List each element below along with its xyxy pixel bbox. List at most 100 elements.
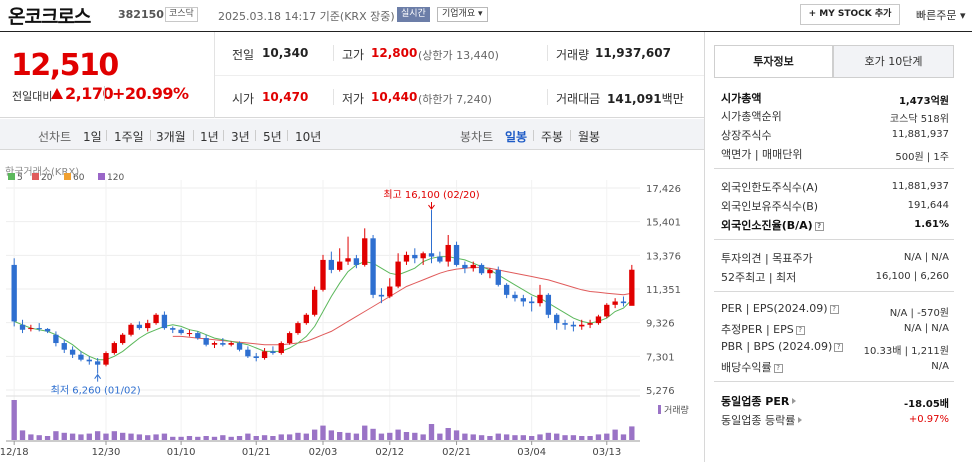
volume-bar [53,431,59,440]
tab-1week[interactable]: 1주일 [114,130,144,144]
volume-bar [362,425,368,440]
candle-body [437,256,443,262]
tab-divider [287,130,288,141]
legend-label: 120 [107,173,125,183]
candle-body [462,264,468,269]
volume-bar [620,434,627,440]
candle-body [44,328,51,332]
tab-3month[interactable]: 3개월 [156,130,186,144]
tab-10year[interactable]: 10년 [295,130,322,144]
volume-bar [579,436,585,440]
market-cap-rank-value: 코스닥 518위 [889,114,949,125]
tab-invest-info[interactable]: 투자정보 [714,45,833,78]
industry-change-text: 동일업종 등락률 [721,414,796,427]
volume-bar [195,436,201,440]
help-icon[interactable]: ? [773,364,783,373]
help-icon[interactable]: ? [834,343,844,352]
volume-bar [554,433,560,440]
chart-annotations: 최고 16,100 (02/20) 최저 6,260 (01/02) [51,189,480,397]
candle-body [562,323,568,325]
candle-body [86,359,92,362]
volume-bar [153,434,159,440]
tab-1year[interactable]: 1년 [200,130,219,144]
volume-bar [487,436,493,440]
foreign-ratio-value: 1.61% [914,219,949,230]
legend-label: 20 [41,173,53,183]
pbr-text: PBR | BPS (2024.09) [721,340,833,353]
volume-bar [403,432,410,440]
tab-order-book[interactable]: 호가 10단계 [833,45,954,78]
candle-body [495,269,501,285]
section-divider [714,239,954,240]
pbr-value: 10.33배 | 1,211원 [863,346,949,357]
est-per-text: 추정PER | EPS [721,323,794,336]
foreign-ratio-text: 외국인소진율(B/A) [721,219,813,232]
volume-bar [78,434,84,440]
candle-body [362,238,368,265]
volume-bar [178,436,184,440]
candle-body [203,338,209,345]
tab-5year[interactable]: 5년 [263,130,282,144]
high-annot-arrowhead [428,204,435,210]
candle-body [320,259,326,290]
candle-body [303,314,309,324]
foreign-holding-value: 191,644 [907,200,949,211]
volume-label: 거래량 [556,48,590,62]
market-cap-value: 1,473억원 [898,96,949,107]
tab-monthly[interactable]: 월봉 [578,130,601,144]
candle-body [478,264,485,274]
per-text: PER | EPS(2024.09) [721,302,828,315]
chevron-right-icon[interactable] [798,417,803,423]
section-divider [714,291,954,292]
volume-bar [303,433,309,440]
x-tick-label: 01/10 [167,447,196,458]
tab-divider [570,130,571,141]
tab-divider [533,130,534,141]
volume-bar [136,434,143,440]
legend-ma60: 60 [64,173,84,183]
tab-1day[interactable]: 1일 [83,130,102,144]
candle-body [620,301,627,304]
volume-bar [211,436,218,440]
tab-daily[interactable]: 일봉 [505,130,528,144]
foreign-holding-label: 외국인보유주식수(B) [721,200,819,213]
candle-body [412,254,418,259]
tab-divider [255,130,256,141]
quick-order-button[interactable]: 빠른주문 ▾ [916,7,966,23]
realtime-button[interactable]: 실시간 [397,7,430,22]
volume-label: 거래량 [664,404,689,416]
tab-weekly[interactable]: 주봉 [541,130,564,144]
y-tick-label: 15,401 [646,218,681,229]
section-divider [714,168,954,169]
volume-bar [161,433,168,440]
industry-per-label: 동일업종 PER [721,393,797,409]
x-tick-label: 02/03 [309,447,338,458]
help-icon[interactable]: ? [814,222,824,231]
candle-body [78,354,84,360]
add-mystock-button[interactable]: + MY STOCK 추가 [800,4,900,25]
candle-body [245,349,251,357]
volume-bar [428,424,435,440]
opinion-value: N/A | N/A [903,252,949,263]
moving-average-lines [14,256,633,361]
volume-bar [245,433,251,440]
upper-limit: (상한가 13,440) [418,49,499,62]
help-icon[interactable]: ? [795,326,805,335]
candle-body [36,328,42,330]
volume-bar [437,433,443,440]
company-overview-button[interactable]: 기업개요 ▾ [437,7,488,22]
legend-swatch [98,173,105,180]
candle-body [512,294,518,299]
high-value: 12,800 [371,46,418,60]
tab-3year[interactable]: 3년 [231,130,250,144]
help-icon[interactable]: ? [829,305,839,314]
chevron-right-icon[interactable] [792,398,797,404]
candle-body [570,324,577,327]
candlestick-chart[interactable]: 17,426 15,401 13,376 11,351 9,326 7,301 5,276 1… [0,150,704,462]
candle-body [604,304,610,317]
candle-body [61,343,67,350]
x-tick-label: 12/18 [0,447,29,458]
volume-bar [520,435,526,440]
candle-body [387,286,393,297]
volume-bar [478,435,485,440]
